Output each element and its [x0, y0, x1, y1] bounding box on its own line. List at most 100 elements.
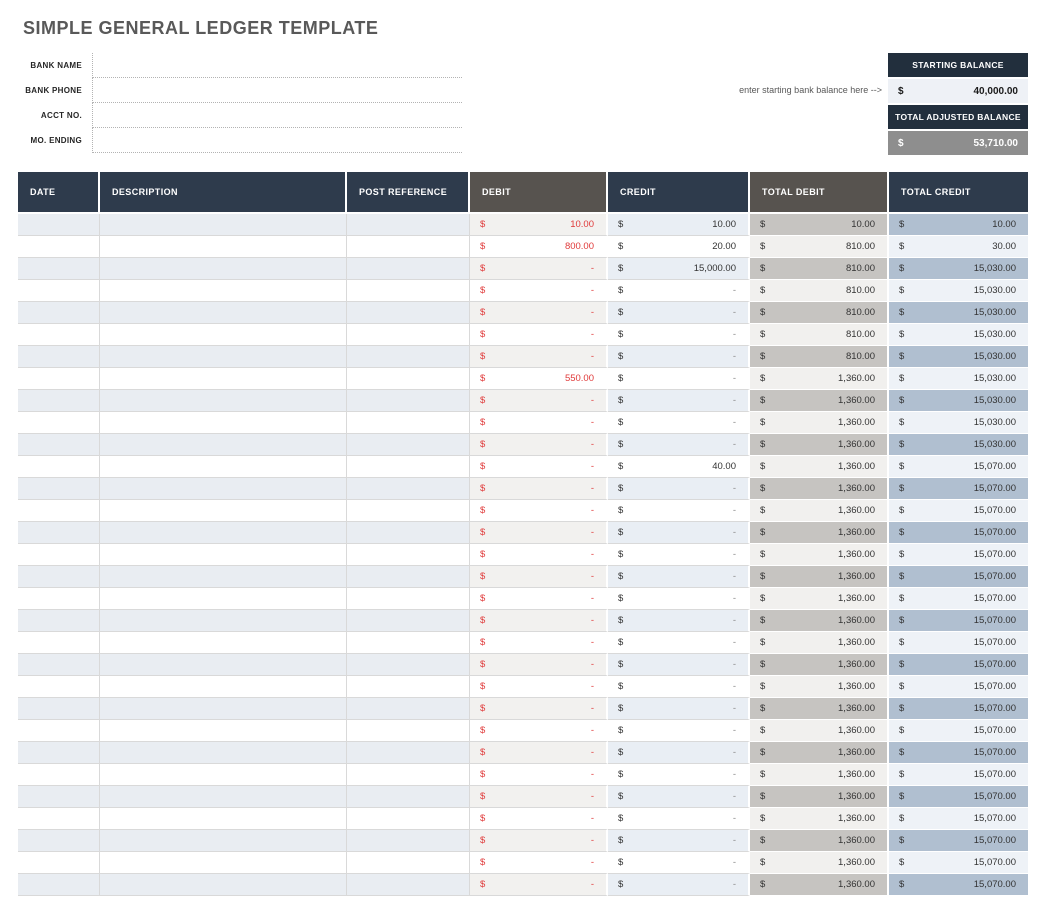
post-reference-cell[interactable] [347, 764, 470, 786]
debit-cell[interactable]: $ - [470, 632, 608, 654]
credit-cell[interactable]: $ - [608, 324, 750, 346]
debit-cell[interactable]: $ - [470, 434, 608, 456]
credit-cell[interactable]: $ - [608, 786, 750, 808]
debit-cell[interactable]: $ - [470, 720, 608, 742]
date-cell[interactable] [18, 632, 100, 654]
date-cell[interactable] [18, 698, 100, 720]
description-cell[interactable] [100, 390, 347, 412]
post-reference-cell[interactable] [347, 874, 470, 896]
credit-cell[interactable]: $ - [608, 346, 750, 368]
date-cell[interactable] [18, 500, 100, 522]
description-cell[interactable] [100, 720, 347, 742]
credit-cell[interactable]: $ - [608, 566, 750, 588]
date-cell[interactable] [18, 346, 100, 368]
debit-cell[interactable]: $ - [470, 390, 608, 412]
post-reference-cell[interactable] [347, 654, 470, 676]
debit-cell[interactable]: $ - [470, 324, 608, 346]
date-cell[interactable] [18, 610, 100, 632]
credit-cell[interactable]: $ 10.00 [608, 214, 750, 236]
date-cell[interactable] [18, 390, 100, 412]
post-reference-cell[interactable] [347, 258, 470, 280]
debit-cell[interactable]: $ - [470, 852, 608, 874]
debit-cell[interactable]: $ 800.00 [470, 236, 608, 258]
debit-cell[interactable]: $ - [470, 742, 608, 764]
credit-cell[interactable]: $ - [608, 720, 750, 742]
credit-cell[interactable]: $ - [608, 654, 750, 676]
description-cell[interactable] [100, 478, 347, 500]
date-cell[interactable] [18, 236, 100, 258]
description-cell[interactable] [100, 346, 347, 368]
description-cell[interactable] [100, 676, 347, 698]
debit-cell[interactable]: $ - [470, 280, 608, 302]
description-cell[interactable] [100, 764, 347, 786]
date-cell[interactable] [18, 214, 100, 236]
description-cell[interactable] [100, 632, 347, 654]
description-cell[interactable] [100, 566, 347, 588]
date-cell[interactable] [18, 742, 100, 764]
date-cell[interactable] [18, 676, 100, 698]
post-reference-cell[interactable] [347, 478, 470, 500]
starting-balance-value-cell[interactable]: $ 40,000.00 [888, 79, 1028, 103]
credit-cell[interactable]: $ - [608, 478, 750, 500]
description-cell[interactable] [100, 258, 347, 280]
mo-ending-input[interactable] [92, 128, 462, 153]
debit-cell[interactable]: $ - [470, 412, 608, 434]
post-reference-cell[interactable] [347, 830, 470, 852]
description-cell[interactable] [100, 588, 347, 610]
debit-cell[interactable]: $ - [470, 610, 608, 632]
post-reference-cell[interactable] [347, 302, 470, 324]
date-cell[interactable] [18, 434, 100, 456]
bank-phone-input[interactable] [92, 78, 462, 103]
date-cell[interactable] [18, 324, 100, 346]
debit-cell[interactable]: $ 550.00 [470, 368, 608, 390]
description-cell[interactable] [100, 412, 347, 434]
date-cell[interactable] [18, 654, 100, 676]
debit-cell[interactable]: $ - [470, 676, 608, 698]
debit-cell[interactable]: $ - [470, 456, 608, 478]
debit-cell[interactable]: $ - [470, 258, 608, 280]
date-cell[interactable] [18, 588, 100, 610]
bank-name-input[interactable] [92, 53, 462, 78]
post-reference-cell[interactable] [347, 698, 470, 720]
description-cell[interactable] [100, 654, 347, 676]
date-cell[interactable] [18, 566, 100, 588]
post-reference-cell[interactable] [347, 720, 470, 742]
credit-cell[interactable]: $ - [608, 852, 750, 874]
description-cell[interactable] [100, 874, 347, 896]
description-cell[interactable] [100, 500, 347, 522]
credit-cell[interactable]: $ - [608, 830, 750, 852]
description-cell[interactable] [100, 610, 347, 632]
description-cell[interactable] [100, 742, 347, 764]
date-cell[interactable] [18, 830, 100, 852]
debit-cell[interactable]: $ - [470, 698, 608, 720]
credit-cell[interactable]: $ - [608, 632, 750, 654]
description-cell[interactable] [100, 544, 347, 566]
debit-cell[interactable]: $ - [470, 346, 608, 368]
description-cell[interactable] [100, 852, 347, 874]
description-cell[interactable] [100, 368, 347, 390]
post-reference-cell[interactable] [347, 456, 470, 478]
debit-cell[interactable]: $ - [470, 786, 608, 808]
debit-cell[interactable]: $ - [470, 874, 608, 896]
debit-cell[interactable]: $ - [470, 654, 608, 676]
credit-cell[interactable]: $ - [608, 500, 750, 522]
description-cell[interactable] [100, 236, 347, 258]
date-cell[interactable] [18, 478, 100, 500]
post-reference-cell[interactable] [347, 390, 470, 412]
debit-cell[interactable]: $ - [470, 478, 608, 500]
credit-cell[interactable]: $ - [608, 698, 750, 720]
description-cell[interactable] [100, 280, 347, 302]
post-reference-cell[interactable] [347, 786, 470, 808]
description-cell[interactable] [100, 434, 347, 456]
debit-cell[interactable]: $ - [470, 808, 608, 830]
credit-cell[interactable]: $ - [608, 808, 750, 830]
debit-cell[interactable]: $ - [470, 764, 608, 786]
date-cell[interactable] [18, 302, 100, 324]
date-cell[interactable] [18, 456, 100, 478]
debit-cell[interactable]: $ - [470, 544, 608, 566]
acct-no-input[interactable] [92, 103, 462, 128]
post-reference-cell[interactable] [347, 236, 470, 258]
date-cell[interactable] [18, 852, 100, 874]
date-cell[interactable] [18, 786, 100, 808]
description-cell[interactable] [100, 698, 347, 720]
